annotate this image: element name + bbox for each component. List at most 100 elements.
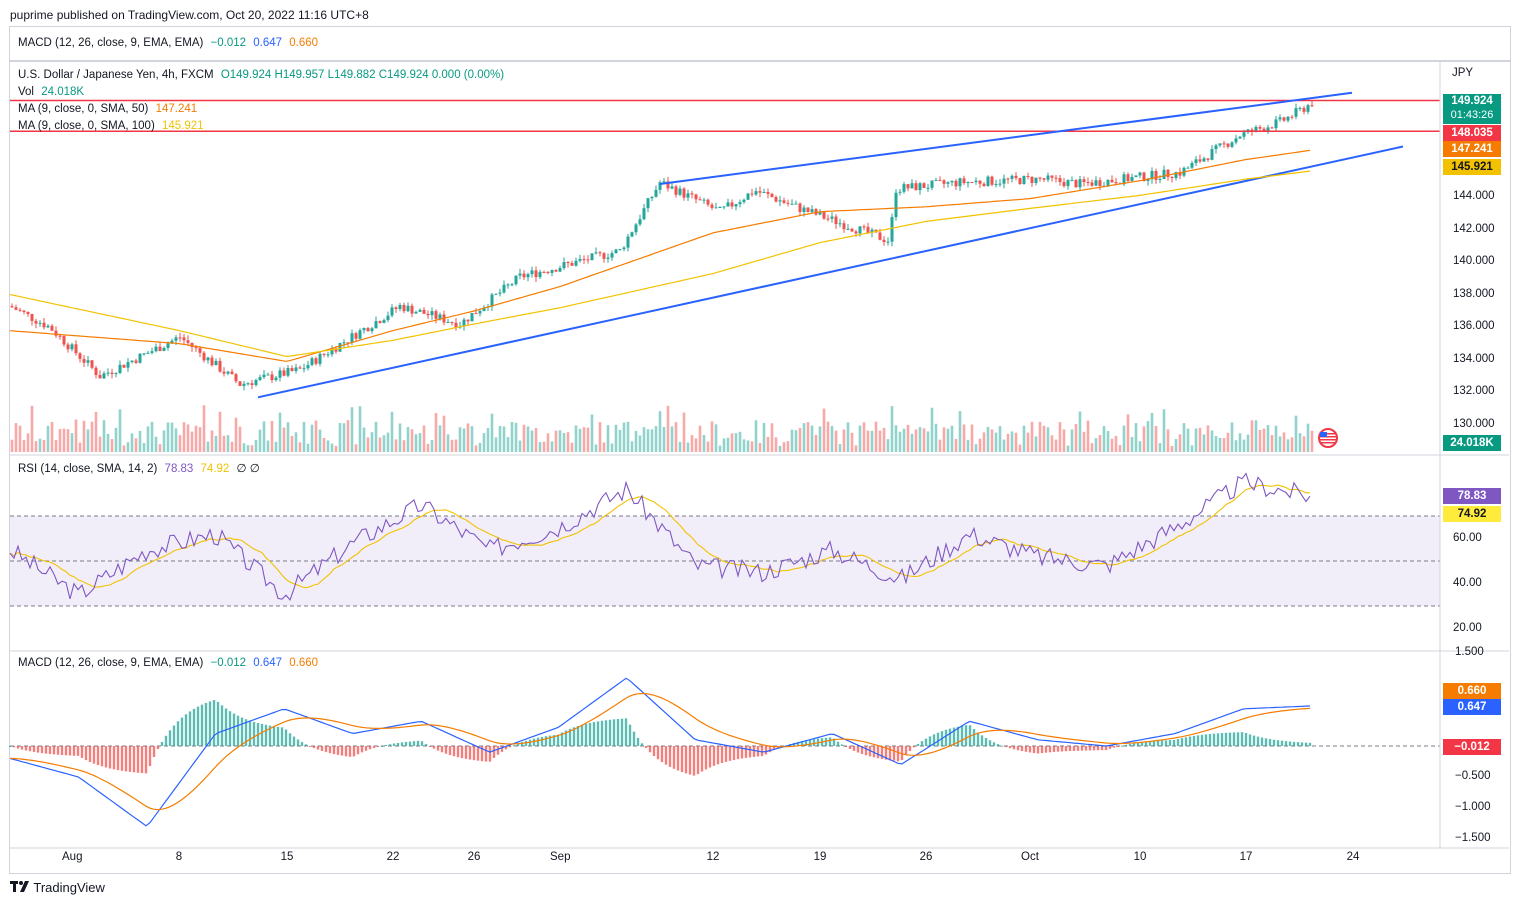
macd-histogram-bar <box>848 746 852 749</box>
candle-body <box>434 311 438 319</box>
macd-histogram-bar <box>908 746 912 752</box>
volume-bar <box>1258 430 1262 452</box>
volume-bar <box>1182 423 1186 452</box>
volume-bar <box>1014 432 1018 452</box>
macd-histogram-bar <box>1092 746 1096 751</box>
macd-histogram-bar <box>1040 746 1044 754</box>
macd-histogram-bar <box>624 718 628 746</box>
volume-bar <box>338 423 342 452</box>
ma50-legend[interactable]: MA (9, close, 0, SMA, 50) 147.241 <box>18 103 201 115</box>
candle-body <box>1074 180 1078 188</box>
volume-bar <box>1210 430 1214 452</box>
volume-bar <box>510 422 514 452</box>
volume-bar <box>1222 437 1226 452</box>
candle-body <box>526 274 530 278</box>
tradingview-logo-icon <box>10 881 29 892</box>
macd-histogram-bar <box>476 746 480 761</box>
macd-histogram-bar <box>140 746 144 774</box>
macd-histogram-bar <box>52 746 56 755</box>
volume-bar <box>462 428 466 452</box>
macd-histogram-bar <box>1036 746 1040 754</box>
volume-bar <box>570 442 574 452</box>
macd-histogram-bar <box>548 735 552 746</box>
candle-body <box>1142 172 1146 182</box>
volume-bar <box>1058 422 1062 452</box>
macd-legend[interactable]: MACD (12, 26, close, 9, EMA, EMA) −0.012… <box>18 657 322 669</box>
tradingview-logo[interactable]: TradingView <box>10 880 105 895</box>
candle-body <box>514 275 518 285</box>
candle-body <box>78 353 82 359</box>
candle-body <box>58 335 62 337</box>
macd-histogram-bar <box>1152 741 1156 746</box>
candle-body <box>982 183 986 187</box>
macd-histogram-bar <box>468 746 472 760</box>
volume-bar <box>1122 425 1126 452</box>
volume-bar <box>178 435 182 452</box>
rsi-legend[interactable]: RSI (14, close, SMA, 14, 2) 78.83 74.92 … <box>18 461 264 475</box>
candle-body <box>794 203 798 205</box>
volume-bar <box>794 430 798 452</box>
volume-bar <box>702 435 706 452</box>
volume-bar <box>158 444 162 452</box>
macd-histogram-bar <box>836 741 840 746</box>
macd-histogram-bar <box>704 746 708 770</box>
macd-histogram-bar <box>224 708 228 746</box>
volume-bar <box>686 442 690 452</box>
time-tick-label: 19 <box>813 851 827 863</box>
volume-bar <box>902 428 906 452</box>
volume-bar <box>1126 414 1130 452</box>
macd-histogram-bar <box>644 746 648 749</box>
price-tick-label: 136.000 <box>1453 320 1495 333</box>
volume-bar <box>242 443 246 452</box>
candle-body <box>270 374 274 381</box>
candle-body <box>154 346 158 352</box>
volume-bar <box>186 424 190 452</box>
candle-body <box>766 192 770 194</box>
candle-body <box>638 219 642 225</box>
candle-body <box>254 380 258 385</box>
macd-histogram-bar <box>796 741 800 746</box>
volume-bar <box>458 427 462 452</box>
candle-body <box>822 211 826 219</box>
rsi-ma-line <box>9 484 1310 589</box>
candle-body <box>346 342 350 344</box>
candle-body <box>454 322 458 328</box>
top-macd-legend[interactable]: MACD (12, 26, close, 9, EMA, EMA) −0.012… <box>18 37 322 49</box>
volume-bar <box>1030 421 1034 452</box>
macd-histogram-bar <box>932 734 936 746</box>
volume-bar <box>1102 426 1106 452</box>
candle-body <box>1190 162 1194 168</box>
candle-body <box>1186 167 1190 169</box>
volume-bar <box>1218 437 1222 452</box>
candle-body <box>522 273 526 278</box>
volume-bar <box>174 428 178 452</box>
time-tick-label: 10 <box>1133 851 1147 863</box>
candle-body <box>742 199 746 203</box>
symbol-legend[interactable]: U.S. Dollar / Japanese Yen, 4h, FXCM O14… <box>18 69 508 81</box>
macd-histogram-bar <box>728 746 732 761</box>
candle-body <box>82 358 86 363</box>
candle-body <box>682 188 686 198</box>
volume-bar <box>890 406 894 452</box>
rsi-tick-label: 60.00 <box>1453 531 1482 544</box>
candle-body <box>658 182 662 190</box>
candle-body <box>134 360 138 363</box>
candle-body <box>1094 180 1098 186</box>
ma100-legend[interactable]: MA (9, close, 0, SMA, 100) 145.921 <box>18 120 208 132</box>
volume-bar <box>422 425 426 452</box>
macd-histogram-bar <box>1228 732 1232 746</box>
macd-histogram-bar <box>436 746 440 751</box>
volume-bar <box>1098 434 1102 452</box>
volume-bar <box>558 430 562 452</box>
macd-histogram-bar <box>348 746 352 757</box>
candle-body <box>774 197 778 202</box>
time-tick-label: 22 <box>386 851 400 863</box>
candle-body <box>1146 179 1150 182</box>
macd-histogram-bar <box>812 739 816 746</box>
macd-histogram-bar <box>1056 746 1060 752</box>
volume-bar <box>78 442 82 452</box>
volume-bar <box>1090 443 1094 452</box>
volume-bar <box>778 445 782 452</box>
volume-legend[interactable]: Vol 24.018K <box>18 86 88 98</box>
